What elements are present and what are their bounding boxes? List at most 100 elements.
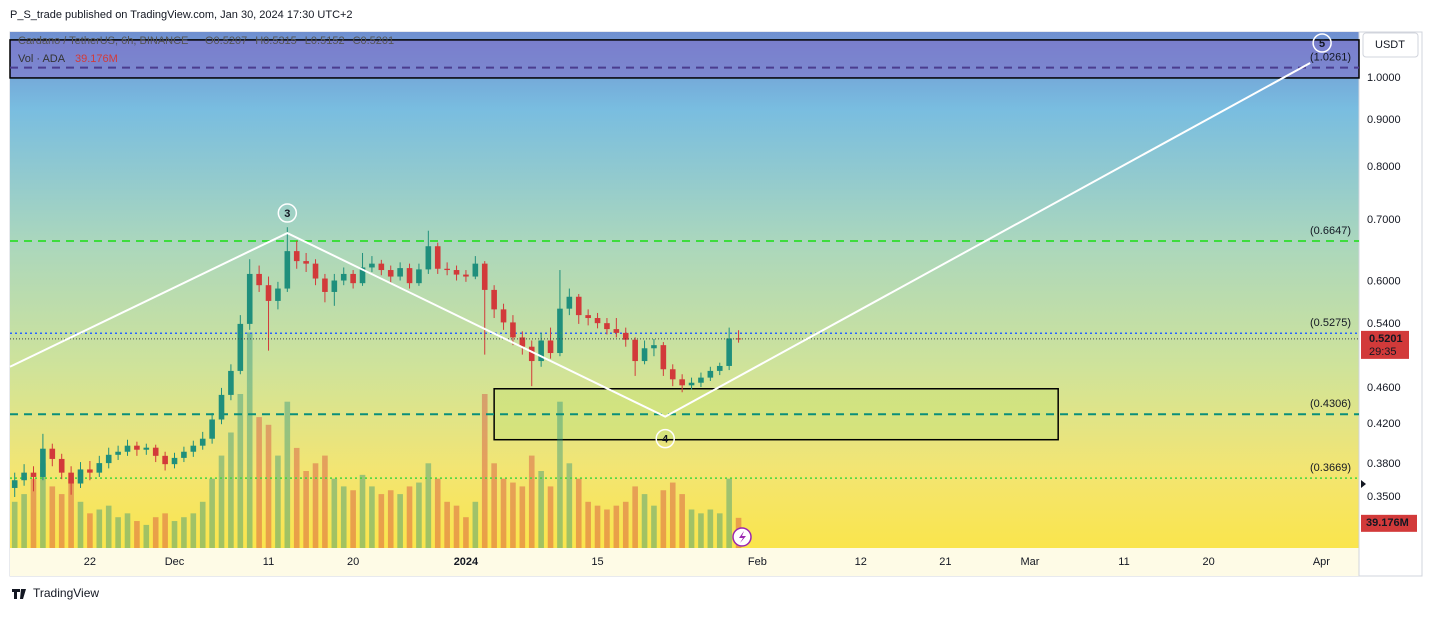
candle-body: [152, 447, 159, 456]
candle-body: [303, 261, 309, 264]
volume-bar: [331, 478, 338, 548]
candle-body: [293, 251, 300, 262]
volume-bar: [378, 494, 385, 548]
candle-body: [651, 345, 657, 349]
volume-bar: [416, 482, 422, 548]
volume-bar: [350, 490, 356, 548]
volume-bar: [322, 455, 328, 548]
volume-bar: [124, 513, 131, 548]
x-tick-label: 11: [263, 556, 274, 568]
candle-body: [30, 472, 37, 477]
level-label: (1.0261): [1310, 52, 1351, 64]
candle-body: [68, 472, 74, 484]
volume-bar: [265, 424, 272, 548]
wave-label: 3: [284, 208, 290, 220]
volume-bar: [660, 490, 667, 548]
candle-body: [444, 268, 450, 271]
x-tick-label: 15: [591, 556, 603, 568]
volume-bar: [77, 501, 84, 548]
candle-body: [284, 251, 291, 289]
x-tick-label: Mar: [1020, 556, 1039, 568]
volume-bar: [519, 486, 526, 548]
y-tick-label: 0.4200: [1367, 418, 1401, 430]
volume-bar: [30, 478, 37, 548]
candle-body: [538, 340, 544, 362]
volume-bar: [134, 521, 140, 548]
volume-bar: [58, 494, 65, 548]
candle-body: [726, 338, 732, 366]
candle-body: [256, 273, 262, 286]
volume-bar: [698, 513, 704, 548]
candle-body: [49, 448, 56, 459]
volume-bar: [369, 486, 375, 548]
candle-body: [11, 480, 18, 488]
ohlc-legend: O0.5207 H0.5315 L0.5152 C0.5201: [205, 35, 394, 47]
candle-body: [632, 339, 638, 362]
volume-bar: [284, 401, 291, 548]
candle-body: [171, 457, 178, 465]
candle-body: [481, 263, 488, 290]
y-tick-label: 0.8000: [1367, 161, 1401, 173]
candle-body: [87, 469, 93, 473]
candle-body: [463, 274, 469, 277]
x-tick-label: 22: [84, 556, 96, 568]
volume-bar: [87, 513, 93, 548]
candle-body: [40, 448, 46, 477]
volume-bar: [152, 517, 159, 548]
candle-body: [613, 329, 620, 333]
candle-body: [190, 445, 197, 452]
ohlc-value: O0.5207: [205, 35, 247, 47]
countdown: 29:35: [1369, 346, 1397, 358]
volume-bar: [105, 505, 112, 548]
candle-body: [528, 346, 535, 362]
currency[interactable]: USDT: [1375, 39, 1405, 51]
volume-bar: [68, 478, 74, 548]
candle-body: [124, 445, 131, 452]
time-axis: [10, 548, 1359, 576]
candle-body: [585, 315, 591, 319]
volume-bar: [491, 463, 497, 548]
level-label: (0.4306): [1310, 398, 1351, 410]
volume-bar: [209, 478, 215, 548]
candle-body: [519, 337, 526, 347]
x-tick-label: 21: [939, 556, 951, 568]
volume-bar: [528, 455, 535, 548]
volume-bar: [510, 482, 516, 548]
candle-body: [425, 246, 432, 270]
volume-bar: [340, 486, 347, 548]
price-tag: [1361, 330, 1409, 359]
volume-bar: [651, 505, 657, 548]
volume-bar: [312, 463, 319, 548]
volume-tag-label: 39.176M: [1366, 517, 1409, 529]
candle-body: [660, 345, 667, 370]
price-tag-label: 0.5201: [1369, 333, 1403, 345]
volume-bar: [246, 332, 253, 548]
candle-body: [181, 451, 187, 458]
volume-bar: [40, 463, 46, 548]
volume-bar: [585, 501, 591, 548]
volume-bar: [622, 501, 629, 548]
x-tick-label: Feb: [748, 556, 767, 568]
y-tick-label: 0.3500: [1367, 491, 1401, 503]
volume-bar: [218, 455, 225, 548]
y-tick-label: 0.4600: [1367, 382, 1401, 394]
x-tick-label: 11: [1118, 556, 1129, 568]
y-tick-label: 0.6000: [1367, 276, 1401, 288]
volume-bar: [171, 521, 178, 548]
candle-body: [641, 348, 648, 362]
wave-label: 4: [662, 434, 669, 446]
volume-bar: [303, 471, 309, 548]
candle-body: [434, 246, 441, 269]
zone: [9, 39, 1360, 79]
volume-bar: [96, 509, 103, 548]
x-tick-label: 20: [347, 556, 359, 568]
candle-body: [162, 455, 168, 465]
level-label: (0.3669): [1310, 462, 1351, 474]
volume-title: Vol · ADA: [18, 53, 66, 65]
volume-bar: [547, 486, 554, 548]
currency-button[interactable]: [1362, 32, 1419, 58]
candle-body: [96, 463, 103, 473]
candle-body: [688, 382, 695, 386]
candle-body: [275, 288, 281, 301]
